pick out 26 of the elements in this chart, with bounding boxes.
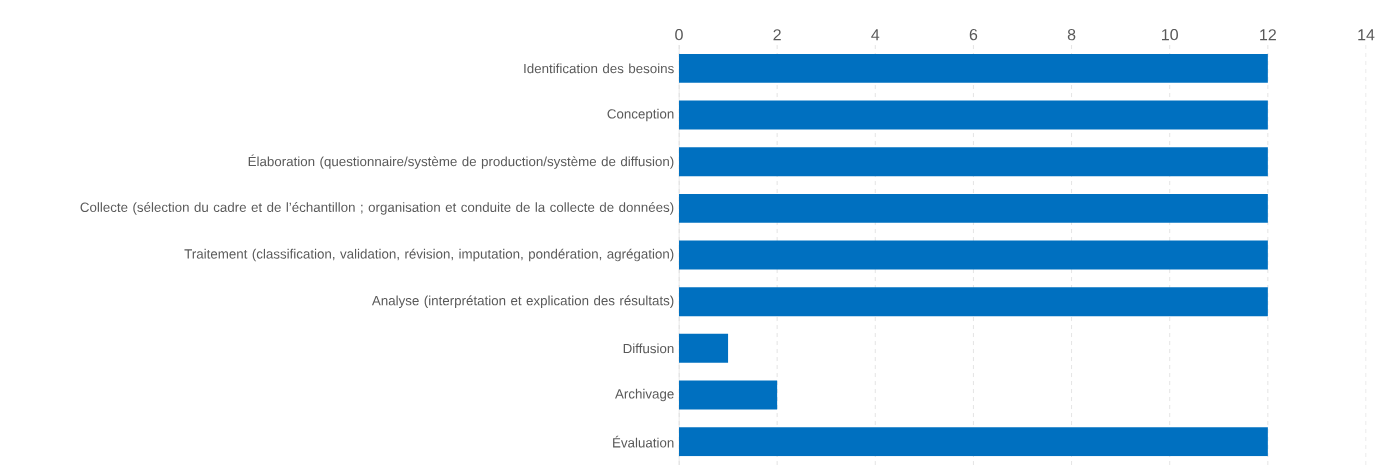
y-tick-label: Collecte (sélection du cadre et de l’échantillon ; organisation et conduite de la collecte de données): [80, 201, 674, 215]
x-tick-label: 10: [1162, 28, 1178, 41]
bar: [679, 427, 1268, 457]
y-tick-label: Identification des besoins: [524, 63, 674, 74]
bar: [679, 100, 1268, 130]
x-tick-label: 6: [969, 28, 978, 41]
y-tick-label: Conception: [607, 108, 674, 122]
bar: [679, 333, 729, 363]
y-tick-label: Analyse (interprétation et explication des résultats): [371, 295, 674, 308]
x-tick-label: 12: [1260, 29, 1276, 41]
x-tick-label: 8: [1067, 28, 1076, 41]
bar: [679, 193, 1268, 223]
bar: [679, 287, 1268, 317]
bar: [679, 53, 1268, 83]
x-tick-label: 2: [773, 29, 781, 41]
x-tick-label: 0: [675, 28, 683, 41]
y-tick-label: Évaluation: [613, 435, 674, 448]
bar: [679, 240, 1268, 270]
y-tick-label: Diffusion: [623, 343, 674, 354]
x-tick-label: 14: [1358, 29, 1375, 41]
x-tick-label: 4: [871, 29, 880, 41]
bar: [679, 380, 778, 410]
y-tick-label: Élaboration (questionnaire/système de production/système de diffusion): [248, 154, 674, 169]
y-tick-label: Archivage: [615, 388, 674, 402]
y-tick-label: Traitement (classification, validation, révision, imputation, pondération, agrégation): [184, 248, 674, 262]
bar: [679, 147, 1268, 177]
